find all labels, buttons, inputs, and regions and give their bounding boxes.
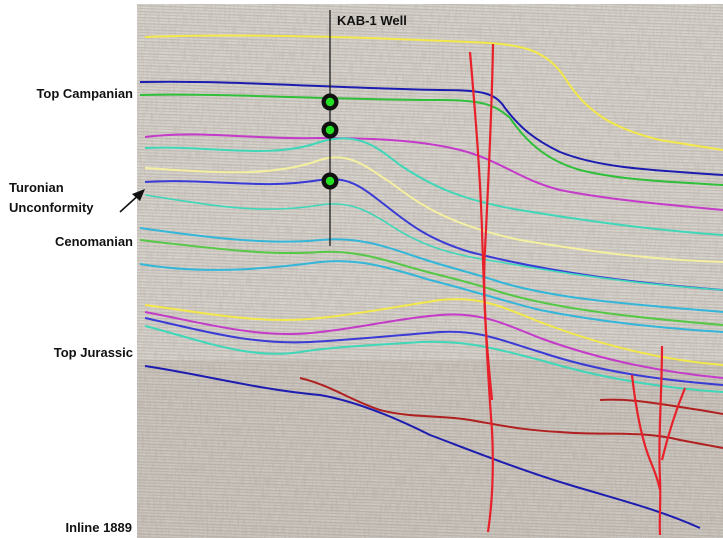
fault-minor-2 — [630, 374, 662, 491]
horizon-cream — [144, 156, 723, 263]
fault-minor-3 — [660, 387, 687, 461]
faults — [468, 43, 687, 536]
label-inline: Inline 1889 — [66, 520, 132, 535]
unconformity-arrow — [119, 189, 145, 213]
horizon-magenta — [144, 133, 723, 211]
horizon-navy-turonian — [144, 178, 723, 291]
horizon-teal-jurassic — [144, 325, 723, 393]
horizon-lime-cenomanian — [139, 239, 723, 326]
kab-1-well: KAB-1 Well — [321, 10, 407, 246]
horizon-darkred-deep — [299, 377, 723, 449]
seismic-background — [137, 4, 723, 538]
horizon-teal-mid — [144, 194, 723, 291]
horizon-navy-top-campanian — [139, 80, 723, 176]
label-top-jurassic: Top Jurassic — [54, 345, 133, 360]
label-unconformity: Unconformity — [9, 200, 94, 215]
horizon-navy-deep — [144, 365, 701, 529]
horizons — [139, 34, 723, 529]
horizon-cyan-lower — [139, 260, 723, 333]
fault-major-2 — [483, 43, 495, 401]
label-turonian: Turonian — [9, 180, 64, 195]
well-label: KAB-1 Well — [337, 13, 407, 28]
horizon-cyan-cenomanian — [139, 227, 723, 313]
label-cenomanian: Cenomanian — [55, 234, 133, 249]
horizon-green-top-campanian — [139, 93, 723, 186]
horizon-teal-upper — [144, 137, 723, 236]
horizon-yellow-top — [144, 34, 723, 151]
horizon-labels: Top Campanian Turonian Unconformity Ceno… — [9, 86, 133, 535]
horizon-blue-jurassic — [144, 317, 723, 386]
horizon-darkred-right — [599, 398, 723, 415]
horizon-yellow-jurassic — [144, 298, 723, 366]
label-top-campanian: Top Campanian — [36, 86, 133, 101]
horizon-magenta-jurassic — [144, 311, 723, 379]
fault-minor-1 — [658, 345, 664, 536]
